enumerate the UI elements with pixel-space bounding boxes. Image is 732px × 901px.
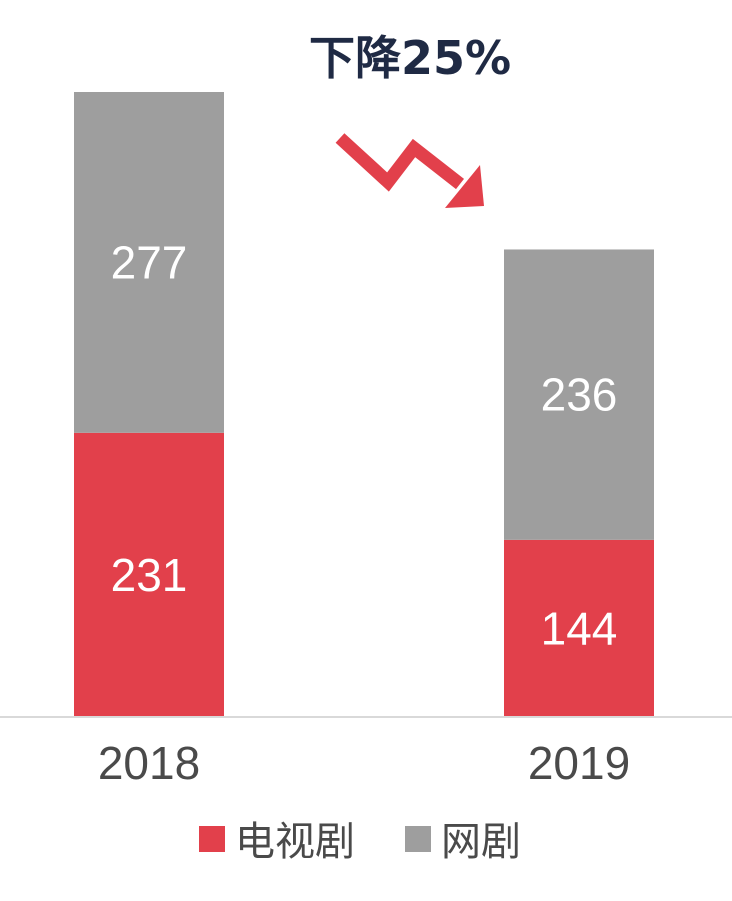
legend: 电视剧 网剧 xyxy=(199,819,521,865)
bar-segment-2018-电视剧 xyxy=(74,432,224,717)
data-label-2018-网剧: 277 xyxy=(111,236,188,288)
data-label-2018-电视剧: 231 xyxy=(111,549,188,601)
value-labels-layer: 231 277 144 236 xyxy=(111,236,618,654)
data-label-2019-电视剧: 144 xyxy=(541,602,618,654)
legend-swatch-网剧 xyxy=(405,826,431,852)
legend-swatch-电视剧 xyxy=(199,826,225,852)
annotation-text: 下降25% xyxy=(309,31,511,85)
bars-layer xyxy=(74,92,654,717)
legend-label-网剧: 网剧 xyxy=(441,819,521,865)
data-label-2019-网剧: 236 xyxy=(541,369,618,421)
legend-label-电视剧: 电视剧 xyxy=(235,819,355,865)
x-tick-label-2018: 2018 xyxy=(98,737,200,789)
bar-segment-2019-网剧 xyxy=(504,249,654,540)
down-trend-arrow-icon xyxy=(335,133,484,208)
bar-segment-2018-网剧 xyxy=(74,92,224,433)
x-tick-labels-layer: 2018 2019 xyxy=(98,737,630,789)
bar-segment-2019-电视剧 xyxy=(504,539,654,717)
x-tick-label-2019: 2019 xyxy=(528,737,630,789)
